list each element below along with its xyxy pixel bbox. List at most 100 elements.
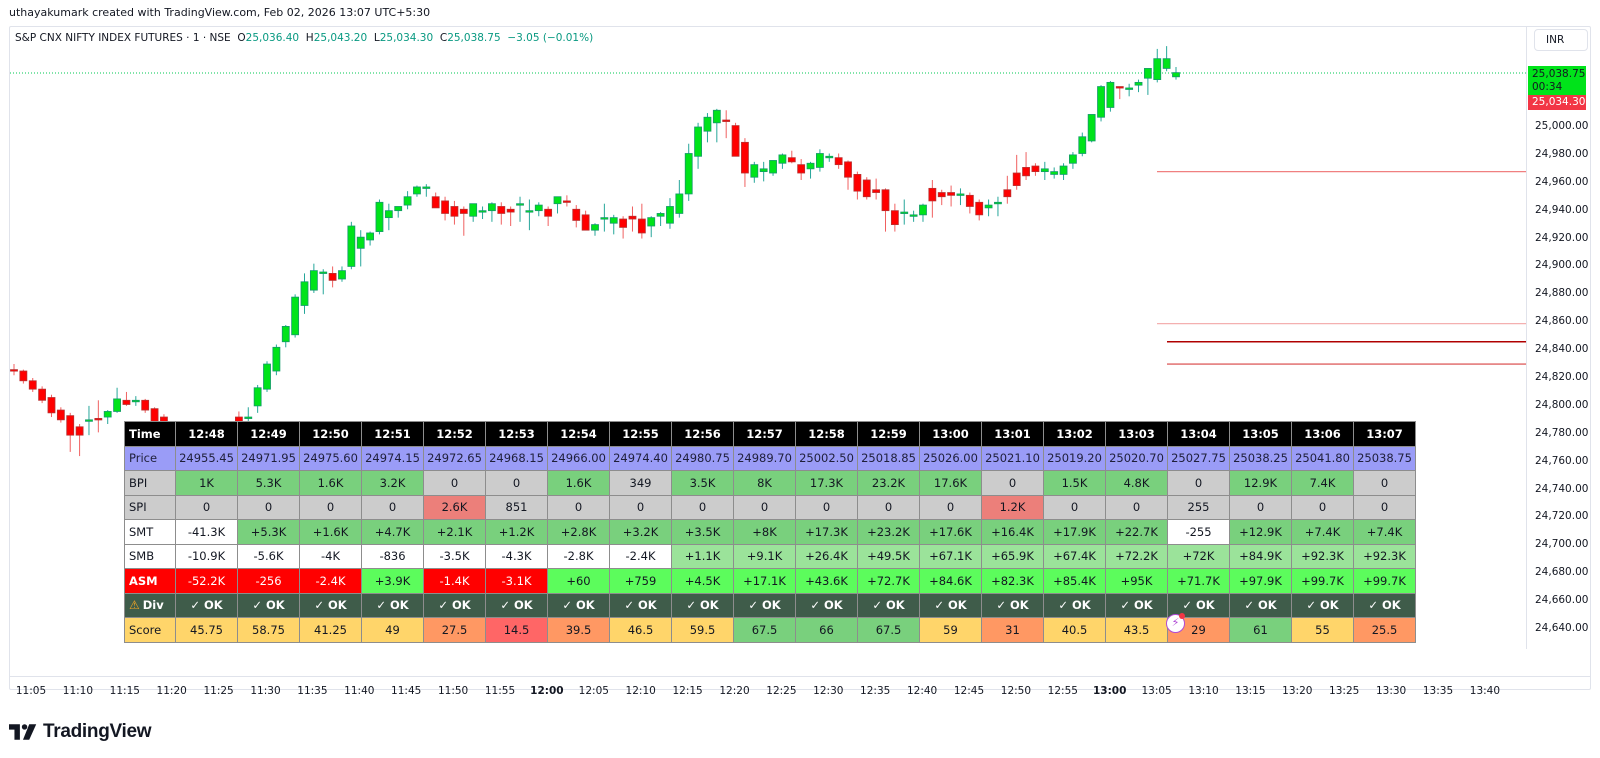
row-header-smt: SMT [124,519,176,545]
cell-smb: -836 [361,543,424,569]
price-axis-label: 24,900.00 [1535,259,1589,272]
time-axis-label: 11:40 [344,685,375,697]
cell-div: ✓ OK [857,592,920,618]
cell-score: 43.5 [1105,617,1168,643]
cell-spi: 0 [609,494,672,520]
candle [600,203,609,232]
chart-credit: uthayakumark created with TradingView.co… [9,6,431,19]
candle [1097,85,1105,122]
cell-smt: +17.9K [1043,519,1106,545]
candle [1143,68,1152,95]
candle [431,192,440,209]
high-label: H [305,32,314,44]
price-axis-divider [1526,27,1527,649]
cell-price: 25020.70 [1105,445,1168,471]
cell-time: 12:51 [361,421,424,447]
cell-smt: +2.8K [547,519,610,545]
cell-bpi: 349 [609,470,672,496]
candle [309,263,318,293]
row-header-label: SPI [129,500,147,515]
row-header-label: Price [129,451,158,466]
tradingview-logo[interactable]: TradingView [9,721,152,743]
price-axis-label: 24,740.00 [1535,482,1589,495]
cell-asm: -256 [237,568,300,594]
price-axis-label: 24,700.00 [1535,538,1589,551]
candle [131,396,140,406]
cell-spi: 255 [1167,494,1230,520]
time-axis-label: 11:15 [109,685,140,697]
cell-spi: 851 [485,494,548,520]
time-axis-label: 13:10 [1188,685,1219,697]
candle [750,161,759,183]
close-label: C [439,32,448,44]
cell-time: 12:55 [609,421,672,447]
candle [1059,163,1068,180]
cell-smt: +3.5K [671,519,734,545]
price-axis-label: 24,860.00 [1535,315,1589,328]
cell-smb: +26.4K [795,543,858,569]
candle [553,196,562,214]
candle [909,210,918,222]
cell-spi: 0 [1353,494,1416,520]
cell-smb: +92.3K [1353,543,1416,569]
row-header-label: Div [142,598,164,613]
cell-score: 27.5 [423,617,486,643]
candle [534,202,543,217]
price-axis-label: 24,880.00 [1535,287,1589,300]
cell-div: ✓ OK [423,592,486,618]
tradingview-logo-icon [9,724,37,740]
cell-div: ✓ OK [1043,592,1106,618]
cell-spi: 0 [299,494,362,520]
cell-score: 66 [795,617,858,643]
candle [628,206,637,232]
candle [994,196,1002,217]
cell-bpi: 0 [485,470,548,496]
cell-score: 45.75 [175,617,238,643]
cell-smb: +1.1K [671,543,734,569]
cell-asm: +82.3K [981,568,1044,594]
cell-asm: +99.7K [1291,568,1354,594]
alert-badge-dot [1179,613,1185,619]
cell-spi: 2.6K [423,494,486,520]
time-axis-label: 12:25 [766,685,797,697]
currency-button[interactable]: INR [1534,29,1588,51]
cell-div: ✓ OK [609,592,672,618]
price-axis-label: 24,980.00 [1535,147,1589,160]
time-axis-label: 12:20 [719,685,750,697]
cell-asm: -2.4K [299,568,362,594]
row-header-label: SMB [129,549,155,564]
candle [1134,79,1143,93]
candle [890,203,899,232]
symbol-legend: S&P CNX NIFTY INDEX FUTURES · 1 · NSE O2… [15,32,593,44]
candle [694,122,702,169]
cell-price: 25019.20 [1043,445,1106,471]
candle [347,221,356,270]
candle [413,185,421,197]
cell-score: 67.5 [857,617,920,643]
candle [797,159,806,180]
table-row-asm: ASM -52.2K -256 -2.4K +3.9K -1.4K -3.1K +60 +759… [124,568,1416,594]
cell-smt: -41.3K [175,519,238,545]
cell-bpi: 0 [1353,470,1416,496]
candle [1003,175,1012,204]
cell-smb: +72.2K [1105,543,1168,569]
price-axis-label: 24,720.00 [1535,510,1589,523]
cell-div: ✓ OK [981,592,1044,618]
cell-score: 14.5 [485,617,548,643]
candle [85,405,93,436]
open-value: 25,036.40 [245,32,300,44]
chart-frame [9,26,1591,690]
candle [862,177,871,200]
candle [544,206,553,227]
time-axis-label: 13:05 [1141,685,1172,697]
cell-smt: +5.3K [237,519,300,545]
symbol-name[interactable]: S&P CNX NIFTY INDEX FUTURES · 1 · NSE [15,32,231,44]
cell-smt: -255 [1167,519,1230,545]
price-axis-label: 25,000.00 [1535,120,1589,132]
candle [394,206,403,218]
price-axis-label: 24,820.00 [1535,370,1589,383]
time-axis-label: 12:35 [860,685,891,697]
table-row-smb: SMB -10.9K -5.6K -4K -836 -3.5K -4.3K -2.8K -2.4… [124,543,1416,569]
price-axis-label: 24,840.00 [1535,343,1589,356]
